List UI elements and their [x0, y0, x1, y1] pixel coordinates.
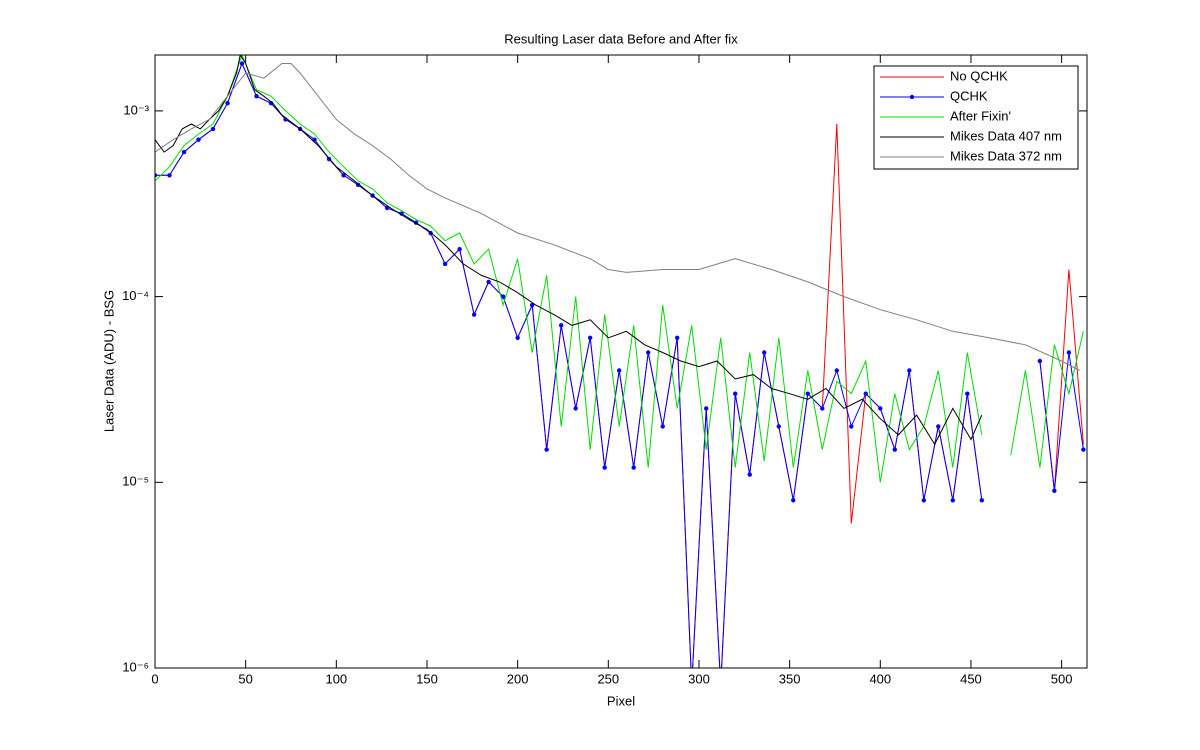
y-tick-label: 10⁻⁶	[122, 659, 149, 674]
x-tick-label: 300	[688, 671, 710, 686]
legend-label: Mikes Data 407 nm	[950, 128, 1062, 143]
data-point	[384, 205, 390, 211]
data-point	[907, 368, 912, 373]
data-point	[979, 498, 985, 503]
y-tick-label: 10⁻⁵	[122, 474, 149, 489]
legend-label: No QCHK	[950, 68, 1008, 83]
data-point	[762, 350, 767, 355]
data-point	[602, 465, 607, 470]
data-point	[210, 126, 216, 132]
data-point	[500, 294, 506, 299]
x-tick-label: 250	[597, 671, 619, 686]
axes-box	[154, 54, 1088, 669]
legend: No QCHK QCHK After Fixin' Mikes Data 407 nm…	[873, 65, 1079, 170]
data-point	[1081, 447, 1086, 452]
data-point	[805, 391, 810, 396]
data-point	[1052, 488, 1057, 493]
data-point	[181, 149, 187, 155]
x-tick-label: 100	[325, 671, 347, 686]
x-tick-label: 400	[869, 671, 891, 686]
data-point	[631, 465, 636, 470]
data-point	[457, 246, 462, 252]
data-point	[834, 368, 839, 373]
data-point	[544, 447, 549, 452]
data-point	[355, 182, 361, 187]
data-point	[965, 391, 970, 396]
series-line	[155, 55, 1084, 483]
data-point	[704, 406, 709, 411]
y-tick-label: 10⁻⁴	[122, 288, 149, 303]
data-point	[515, 335, 520, 340]
data-point	[776, 424, 781, 429]
data-point	[863, 391, 868, 396]
data-point	[587, 335, 593, 340]
data-point	[239, 61, 245, 66]
data-point	[558, 323, 564, 328]
data-point	[892, 447, 897, 452]
data-point	[486, 279, 491, 285]
series-line	[155, 55, 983, 446]
data-point	[573, 406, 578, 411]
data-point	[936, 424, 941, 429]
data-point	[950, 498, 956, 503]
data-point	[733, 391, 738, 396]
y-axis-label: Laser Data (ADU) - BSG	[101, 290, 116, 432]
data-point	[616, 368, 622, 373]
data-point	[167, 173, 172, 178]
data-point	[645, 350, 651, 355]
data-point	[225, 101, 230, 106]
data-point	[196, 137, 201, 142]
data-point	[878, 406, 883, 411]
data-point	[820, 406, 825, 411]
x-tick-label: 500	[1051, 671, 1073, 686]
x-tick-label: 450	[960, 671, 982, 686]
data-point	[1037, 358, 1043, 364]
x-tick-label: 0	[151, 671, 158, 686]
data-point	[675, 335, 680, 340]
data-point	[849, 424, 854, 429]
x-axis-label: Pixel	[607, 693, 635, 708]
x-tick-label: 150	[416, 671, 438, 686]
data-point	[442, 261, 448, 267]
legend-label: Mikes Data 372 nm	[950, 148, 1062, 163]
chart-title: Resulting Laser data Before and After fi…	[504, 31, 738, 46]
data-point	[341, 173, 346, 178]
data-point	[791, 498, 796, 503]
data-point	[1066, 350, 1072, 355]
data-point	[719, 684, 723, 688]
legend-label: QCHK	[950, 88, 988, 103]
data-point	[155, 173, 158, 178]
data-point	[660, 424, 665, 429]
legend-marker	[909, 94, 915, 100]
series-layer	[155, 55, 1086, 688]
data-point	[529, 302, 535, 308]
series-line	[155, 62, 1084, 668]
x-tick-label: 200	[507, 671, 529, 686]
x-tick-label: 50	[238, 671, 252, 686]
data-point	[471, 312, 477, 317]
series-line	[155, 63, 1080, 371]
legend-label: After Fixin'	[950, 108, 1011, 123]
data-point	[747, 472, 752, 477]
data-point	[254, 93, 259, 99]
x-tick-label: 350	[779, 671, 801, 686]
data-point	[921, 498, 927, 503]
y-tick-label: 10⁻³	[123, 102, 149, 117]
